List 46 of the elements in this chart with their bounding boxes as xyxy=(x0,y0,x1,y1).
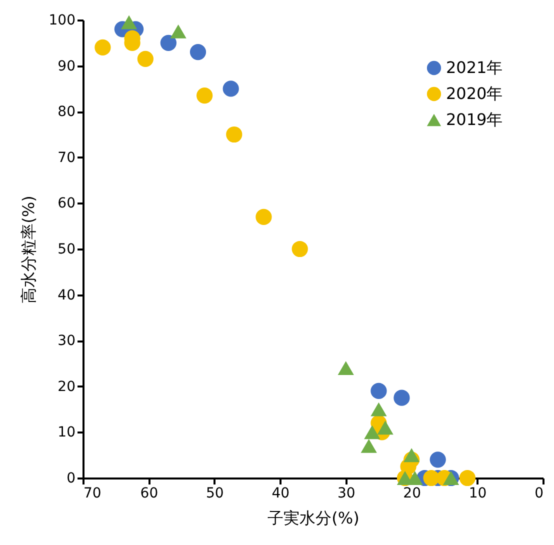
point xyxy=(190,44,206,60)
point xyxy=(222,80,239,97)
point xyxy=(94,39,111,56)
y-tick-label: 50 xyxy=(58,242,76,258)
x-axis-title: 子実水分(%) xyxy=(268,508,360,528)
x-tick-label: 30 xyxy=(337,486,356,502)
point xyxy=(338,361,354,376)
point xyxy=(404,448,420,462)
point xyxy=(430,452,446,468)
y-tick-label: 10 xyxy=(58,424,76,441)
y-tick-label: 60 xyxy=(58,196,76,212)
y-tick-label: 100 xyxy=(48,12,76,28)
y-tick-label: 20 xyxy=(58,378,76,395)
x-tick-label: 10 xyxy=(468,486,487,502)
point xyxy=(360,438,377,453)
legend-label: 2020年 xyxy=(446,84,503,103)
point xyxy=(459,470,476,486)
point xyxy=(370,382,387,400)
point xyxy=(137,50,154,67)
x-tick-label: 70 xyxy=(84,486,102,502)
legend-label: 2019年 xyxy=(446,110,503,129)
x-tick-label: 0 xyxy=(534,486,544,502)
y-tick-label: 0 xyxy=(66,470,76,486)
x-tick-label: 20 xyxy=(403,486,421,502)
x-tick-label: 60 xyxy=(140,486,158,502)
point xyxy=(120,15,138,30)
x-tick-label: 40 xyxy=(272,486,290,502)
y-tick-label: 40 xyxy=(58,287,76,304)
point xyxy=(226,126,242,143)
y-axis-title: 高水分粒率(%) xyxy=(18,196,38,304)
point xyxy=(377,420,394,435)
point xyxy=(423,470,440,486)
point xyxy=(256,208,272,225)
point xyxy=(394,390,410,406)
point xyxy=(196,88,213,104)
point xyxy=(160,34,176,51)
point xyxy=(170,24,186,38)
x-tick-label: 50 xyxy=(206,486,224,502)
y-tick-label: 90 xyxy=(58,58,76,74)
y-tick-label: 80 xyxy=(58,104,76,120)
point xyxy=(364,425,380,440)
y-tick-label: 70 xyxy=(58,150,76,166)
y-tick-label: 30 xyxy=(58,333,76,350)
legend-label: 2021年 xyxy=(446,58,503,77)
point xyxy=(292,240,308,258)
point xyxy=(370,402,387,416)
